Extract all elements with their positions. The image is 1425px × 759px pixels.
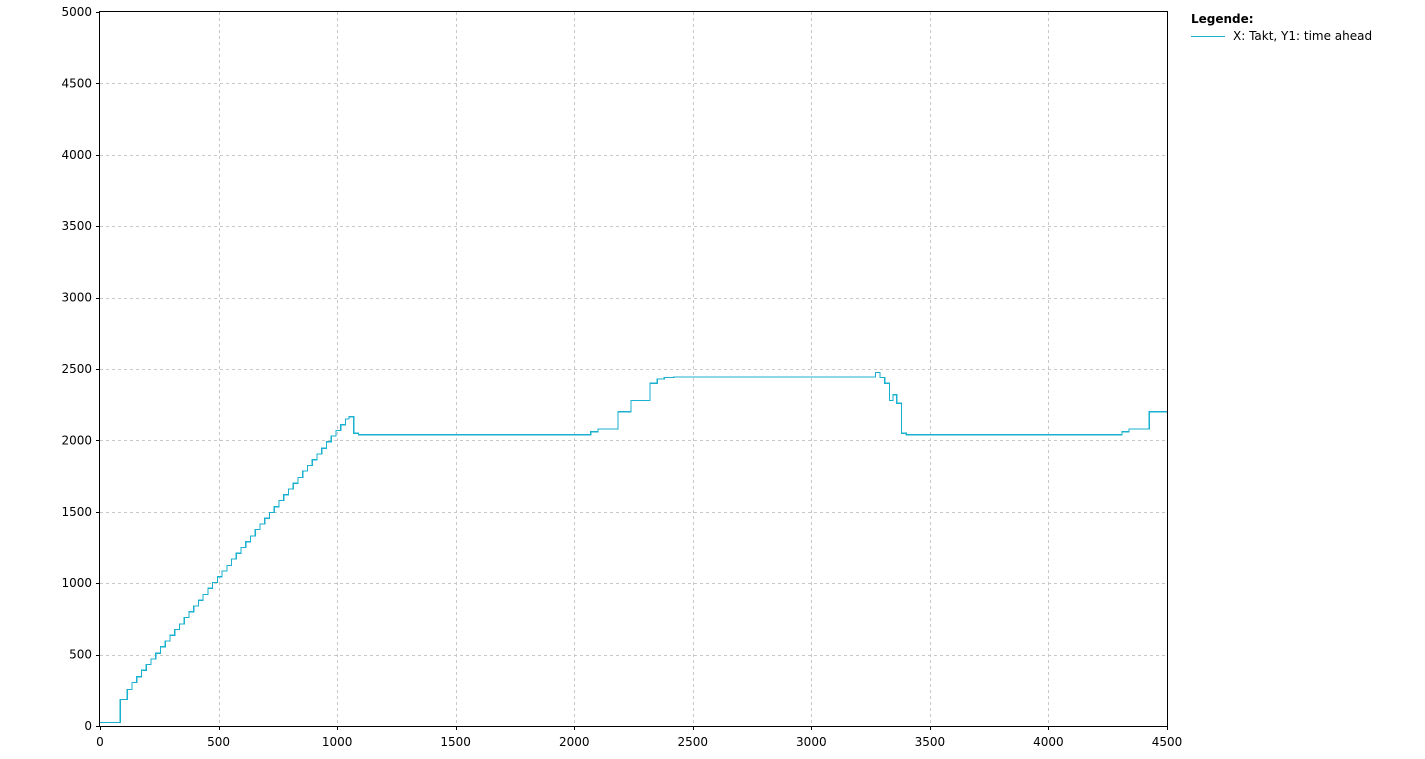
- x-tick-label: 2500: [678, 735, 709, 749]
- y-tick-label: 5000: [61, 5, 92, 19]
- y-tick-label: 2500: [61, 362, 92, 376]
- y-tick-label: 3000: [61, 291, 92, 305]
- x-tick-label: 3000: [796, 735, 827, 749]
- legend-entry: X: Takt, Y1: time ahead: [1191, 28, 1372, 44]
- x-tick-label: 1500: [440, 735, 471, 749]
- x-tick-label: 4000: [1033, 735, 1064, 749]
- x-tick-label: 500: [207, 735, 230, 749]
- x-tick-label: 0: [96, 735, 104, 749]
- y-tick-label: 1000: [61, 576, 92, 590]
- x-tick-label: 4500: [1152, 735, 1183, 749]
- y-tick-label: 0: [84, 719, 92, 733]
- legend-swatch: [1191, 35, 1225, 37]
- y-tick-label: 500: [69, 648, 92, 662]
- y-tick-label: 3500: [61, 219, 92, 233]
- series-layer: [100, 372, 1167, 724]
- y-tick-label: 4000: [61, 148, 92, 162]
- legend-title: Legende:: [1191, 12, 1254, 26]
- tick-layer: 0 500 1000 1500 2000 2500 3000 3500 4000 4500 0 500…: [61, 5, 1182, 749]
- y-tick-label: 4500: [61, 76, 92, 90]
- x-tick-label: 3500: [915, 735, 946, 749]
- series-line-time-ahead: [100, 372, 1167, 724]
- grid-layer: [100, 12, 1167, 726]
- legend: Legende: X: Takt, Y1: time ahead: [1191, 11, 1372, 44]
- legend-entry-label: X: Takt, Y1: time ahead: [1233, 29, 1373, 43]
- x-tick-label: 2000: [559, 735, 590, 749]
- y-tick-label: 2000: [61, 433, 92, 447]
- y-tick-label: 1500: [61, 505, 92, 519]
- x-tick-label: 1000: [322, 735, 353, 749]
